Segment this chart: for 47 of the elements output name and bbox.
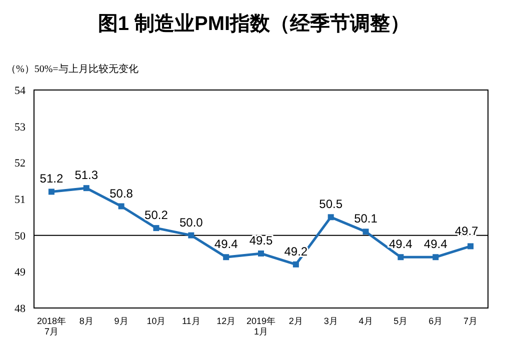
point bbox=[188, 232, 194, 238]
x-tick-label: 3月 bbox=[324, 316, 338, 326]
point bbox=[48, 188, 54, 195]
y-tick-label: 53 bbox=[14, 121, 26, 134]
data-label: 49.5 bbox=[249, 234, 273, 248]
point bbox=[362, 228, 369, 235]
data-label: 50.1 bbox=[354, 212, 378, 226]
data-label: 49.4 bbox=[389, 237, 413, 252]
y-tick-label: 54 bbox=[14, 85, 26, 97]
x-tick-label: 2018年 7月 bbox=[36, 316, 66, 336]
x-tick-label: 8月 bbox=[79, 316, 94, 326]
chart-title: 图1 制造业PMI指数（经季节调整） bbox=[98, 12, 410, 35]
x-tick-label: 10月 bbox=[146, 316, 166, 326]
x-tick-label: 4月 bbox=[358, 316, 373, 326]
point bbox=[258, 250, 264, 256]
point bbox=[398, 254, 404, 260]
point bbox=[432, 254, 439, 260]
x-tick-label: 6月 bbox=[428, 316, 443, 326]
x-tick-label: 7月 bbox=[464, 316, 478, 326]
point bbox=[328, 214, 334, 220]
point bbox=[292, 261, 299, 268]
y-tick-label: 49 bbox=[14, 266, 26, 279]
data-label: 50.0 bbox=[179, 215, 204, 230]
x-tick-label: 2019年 1月 bbox=[246, 316, 276, 336]
point bbox=[468, 243, 474, 250]
data-label: 51.3 bbox=[74, 168, 98, 182]
point bbox=[118, 203, 124, 210]
data-label: 50.2 bbox=[144, 208, 168, 222]
point bbox=[223, 254, 230, 260]
y-tick-label: 52 bbox=[14, 158, 26, 170]
data-label: 50.8 bbox=[110, 186, 134, 200]
x-tick-label: 2月 bbox=[288, 316, 303, 326]
data-label: 50.5 bbox=[319, 197, 343, 212]
y-tick-label: 48 bbox=[14, 303, 26, 315]
data-label: 51.2 bbox=[40, 172, 64, 186]
x-tick-label: 9月 bbox=[114, 316, 128, 326]
y-tick-label: 51 bbox=[14, 194, 26, 206]
data-label: 49.4 bbox=[214, 237, 238, 252]
x-tick-label: 11月 bbox=[182, 316, 200, 326]
x-tick-label: 12月 bbox=[216, 316, 236, 326]
x-tick-label: 5月 bbox=[394, 316, 408, 326]
data-label: 49.7 bbox=[454, 224, 479, 238]
text: （%）50%=与上月比较无变化 bbox=[6, 63, 138, 75]
y-tick-label: 50 bbox=[14, 230, 26, 242]
point bbox=[153, 225, 160, 232]
point bbox=[83, 185, 90, 192]
data-label: 49.4 bbox=[424, 237, 448, 252]
